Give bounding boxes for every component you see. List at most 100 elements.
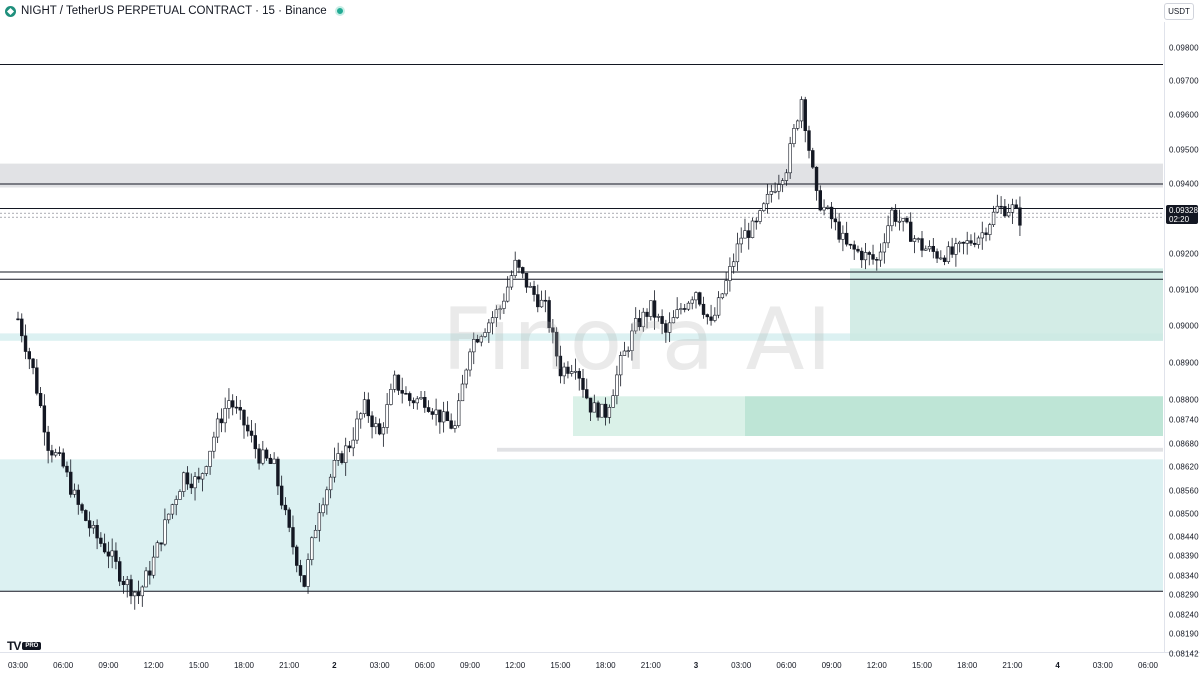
time-tick-label: 09:00 <box>821 661 842 670</box>
candle-body <box>332 460 337 478</box>
time-tick-label: 03:00 <box>1092 661 1113 670</box>
candle-body <box>291 527 295 548</box>
candle-body <box>253 435 257 450</box>
candle-body <box>822 206 826 211</box>
candle-body <box>795 120 800 129</box>
candle-body <box>494 309 499 318</box>
zone-level <box>497 447 1163 452</box>
candle-body <box>649 300 653 317</box>
candle-body <box>558 355 563 377</box>
candle-body <box>140 586 144 597</box>
candle-body <box>298 565 303 576</box>
candle-body <box>622 350 627 356</box>
candle-body <box>287 509 291 528</box>
time-tick-label: 03:00 <box>7 661 29 670</box>
candle-body <box>942 257 947 262</box>
time-tick-label: 21:00 <box>640 661 661 670</box>
candle-body <box>242 409 246 426</box>
candle-body <box>837 221 841 240</box>
time-tick-label: 12:00 <box>143 661 164 670</box>
currency-button[interactable]: USDT <box>1164 3 1194 20</box>
time-tick-label: 15:00 <box>911 661 933 670</box>
candle-body <box>487 322 491 333</box>
candle-body <box>893 209 898 222</box>
current-price-value: 0.09328 <box>1169 206 1198 215</box>
candle-body <box>521 267 525 274</box>
price-tick-label: 0.09800 <box>1169 43 1199 53</box>
candle-body <box>35 367 39 394</box>
candle-body <box>976 237 981 245</box>
candle-body <box>483 332 487 337</box>
candle-body <box>404 393 408 395</box>
candle-body <box>630 330 634 351</box>
candle-body <box>57 452 62 454</box>
candle-body <box>867 252 871 255</box>
candle-body <box>950 246 954 255</box>
candle-body <box>878 251 883 261</box>
candle-body <box>170 504 175 515</box>
symbol-title[interactable]: NIGHT / TetherUS PERPETUAL CONTRACT · 15… <box>21 5 327 17</box>
price-tick-label: 0.08620 <box>1169 462 1199 472</box>
candle-body <box>920 238 924 251</box>
price-tick-label: 0.08900 <box>1169 358 1199 368</box>
candle-body <box>276 458 280 487</box>
time-tick-label: 18:00 <box>595 661 616 670</box>
candle-body <box>434 409 438 415</box>
candle-body <box>682 308 687 310</box>
candle-body <box>328 476 333 491</box>
candle-body <box>784 172 789 181</box>
candle-body <box>946 246 951 262</box>
candle-body <box>807 130 811 151</box>
candle-body <box>743 230 747 239</box>
candle-body <box>151 556 156 576</box>
candle-body <box>46 431 50 451</box>
candle-body <box>464 369 468 385</box>
candle-body <box>392 374 397 390</box>
candle-body <box>536 294 540 308</box>
candle-body <box>193 476 197 489</box>
candle-body <box>445 411 450 422</box>
candle-body <box>50 450 54 456</box>
time-tick-label: 2 <box>332 661 337 670</box>
candle-body <box>163 519 167 545</box>
candle-body <box>449 420 453 429</box>
price-tick-label: 0.08800 <box>1169 395 1199 405</box>
time-tick-label: 4 <box>1055 661 1060 670</box>
candle-body <box>637 318 642 328</box>
candle-body <box>750 220 755 238</box>
candle-body <box>954 243 958 255</box>
price-tick-label: 0.08390 <box>1169 551 1199 561</box>
candle-body <box>841 232 845 240</box>
time-tick-label: 03:00 <box>369 661 390 670</box>
candle-body <box>249 430 254 436</box>
candle-body <box>498 308 502 311</box>
candle-body <box>667 322 672 333</box>
candle-body <box>189 483 193 489</box>
candle-body <box>634 318 638 332</box>
candle-body <box>931 245 936 252</box>
candle-body <box>701 303 706 315</box>
candle-body <box>596 402 600 418</box>
candle-body <box>788 143 792 174</box>
candle-body <box>664 323 668 333</box>
candle-body <box>799 99 804 122</box>
price-tick-label: 0.08500 <box>1169 509 1199 519</box>
price-tick-label: 0.09400 <box>1169 179 1199 189</box>
zone-demand <box>0 459 1163 592</box>
candle-body <box>826 206 830 209</box>
candle-body <box>679 308 683 310</box>
time-tick-label: 09:00 <box>98 661 119 670</box>
tv-pro-badge: PRO <box>22 642 42 650</box>
time-tick-label: 12:00 <box>505 661 526 670</box>
candle-body <box>957 241 962 244</box>
price-tick-label: 0.08680 <box>1169 439 1199 449</box>
candle-body <box>863 252 868 261</box>
candle-body <box>607 407 612 418</box>
candle-body <box>739 237 743 245</box>
candle-body <box>148 570 152 576</box>
candle-body <box>257 448 261 464</box>
candle-body <box>166 513 171 521</box>
candle-body <box>829 206 834 220</box>
tradingview-logo[interactable]: TV PRO <box>7 639 42 653</box>
